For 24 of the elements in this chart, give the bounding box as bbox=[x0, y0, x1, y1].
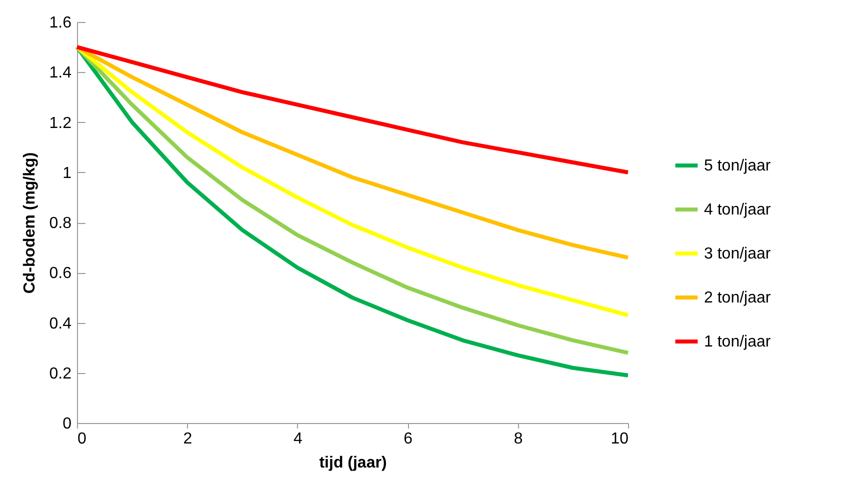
x-tick-label: 8 bbox=[514, 430, 523, 448]
y-tick-label: 0.2 bbox=[49, 365, 72, 382]
x-tick-label: 6 bbox=[404, 430, 413, 448]
line-series bbox=[75, 45, 630, 260]
y-tick-label: 0.6 bbox=[49, 265, 72, 282]
legend-label: 5 ton/jaar bbox=[704, 158, 772, 174]
line-series bbox=[75, 45, 630, 174]
y-tick-label: 0.8 bbox=[49, 215, 72, 232]
y-tick-label: 1.4 bbox=[49, 64, 72, 82]
x-axis-title: tijd (jaar) bbox=[319, 454, 387, 472]
x-tick-label: 4 bbox=[293, 430, 302, 448]
legend-label: 4 ton/jaar bbox=[704, 202, 772, 218]
y-axis-title: Cd-bodem (mg/kg) bbox=[21, 152, 38, 294]
y-tick-label: 0 bbox=[62, 416, 72, 432]
y-tick-label: 0.4 bbox=[49, 315, 72, 332]
x-tick-label: 2 bbox=[183, 430, 192, 448]
y-tick-label: 1.6 bbox=[49, 14, 72, 32]
legend-label: 3 ton/jaar bbox=[704, 246, 772, 262]
y-tick-label: 1.2 bbox=[49, 114, 72, 132]
x-tick-label: 0 bbox=[78, 430, 86, 448]
legend-label: 1 ton/jaar bbox=[704, 334, 772, 350]
y-tick-label: 1 bbox=[62, 164, 72, 182]
legend-label: 2 ton/jaar bbox=[704, 290, 772, 306]
x-tick-label: 10 bbox=[610, 430, 629, 448]
